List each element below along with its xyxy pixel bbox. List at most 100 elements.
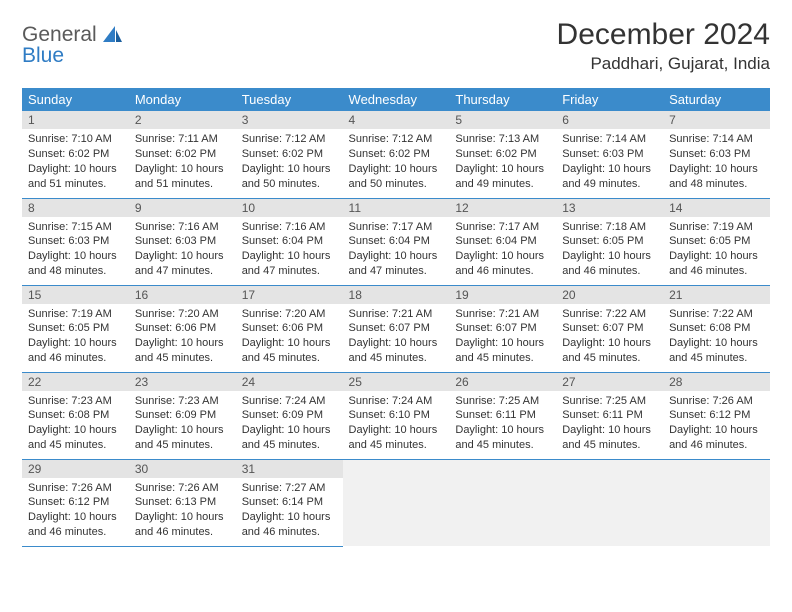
sunrise-text: Sunrise: 7:26 AM [669,394,764,409]
day-number: 13 [556,199,663,217]
sunset-text: Sunset: 6:03 PM [28,234,123,249]
daylight-text: Daylight: 10 hours and 45 minutes. [562,336,657,366]
calendar-cell: 23Sunrise: 7:23 AMSunset: 6:09 PMDayligh… [129,372,236,459]
month-title: December 2024 [557,18,770,52]
sunset-text: Sunset: 6:03 PM [135,234,230,249]
daylight-text: Daylight: 10 hours and 46 minutes. [135,510,230,540]
sunrise-text: Sunrise: 7:11 AM [135,132,230,147]
sunrise-text: Sunrise: 7:25 AM [455,394,550,409]
sunrise-text: Sunrise: 7:20 AM [135,307,230,322]
sunset-text: Sunset: 6:08 PM [669,321,764,336]
daylight-text: Daylight: 10 hours and 45 minutes. [135,336,230,366]
sunrise-text: Sunrise: 7:16 AM [242,220,337,235]
sunrise-text: Sunrise: 7:27 AM [242,481,337,496]
sunset-text: Sunset: 6:06 PM [242,321,337,336]
page-header: General Blue December 2024 Paddhari, Guj… [22,18,770,74]
sunset-text: Sunset: 6:14 PM [242,495,337,510]
day-number: 29 [22,460,129,478]
sunrise-text: Sunrise: 7:23 AM [135,394,230,409]
day-details: Sunrise: 7:18 AMSunset: 6:05 PMDaylight:… [556,217,663,284]
day-details: Sunrise: 7:16 AMSunset: 6:04 PMDaylight:… [236,217,343,284]
calendar-cell: 4Sunrise: 7:12 AMSunset: 6:02 PMDaylight… [343,111,450,198]
daylight-text: Daylight: 10 hours and 48 minutes. [669,162,764,192]
calendar-cell: 10Sunrise: 7:16 AMSunset: 6:04 PMDayligh… [236,198,343,285]
calendar-cell: 3Sunrise: 7:12 AMSunset: 6:02 PMDaylight… [236,111,343,198]
calendar-cell: 13Sunrise: 7:18 AMSunset: 6:05 PMDayligh… [556,198,663,285]
calendar-cell: 17Sunrise: 7:20 AMSunset: 6:06 PMDayligh… [236,285,343,372]
day-number: 15 [22,286,129,304]
title-block: December 2024 Paddhari, Gujarat, India [557,18,770,74]
day-details: Sunrise: 7:26 AMSunset: 6:12 PMDaylight:… [22,478,129,545]
daylight-text: Daylight: 10 hours and 45 minutes. [455,336,550,366]
day-details: Sunrise: 7:11 AMSunset: 6:02 PMDaylight:… [129,129,236,196]
daylight-text: Daylight: 10 hours and 50 minutes. [242,162,337,192]
calendar-cell: 19Sunrise: 7:21 AMSunset: 6:07 PMDayligh… [449,285,556,372]
sail-icon [101,24,125,51]
sunset-text: Sunset: 6:08 PM [28,408,123,423]
day-details: Sunrise: 7:19 AMSunset: 6:05 PMDaylight:… [663,217,770,284]
day-details: Sunrise: 7:14 AMSunset: 6:03 PMDaylight:… [663,129,770,196]
sunrise-text: Sunrise: 7:12 AM [242,132,337,147]
sunrise-text: Sunrise: 7:23 AM [28,394,123,409]
day-number: 22 [22,373,129,391]
calendar-body: 1Sunrise: 7:10 AMSunset: 6:02 PMDaylight… [22,111,770,546]
calendar-cell [663,459,770,546]
day-number: 5 [449,111,556,129]
day-number: 6 [556,111,663,129]
sunrise-text: Sunrise: 7:18 AM [562,220,657,235]
daylight-text: Daylight: 10 hours and 45 minutes. [349,336,444,366]
daylight-text: Daylight: 10 hours and 46 minutes. [28,336,123,366]
day-details: Sunrise: 7:15 AMSunset: 6:03 PMDaylight:… [22,217,129,284]
day-number: 9 [129,199,236,217]
day-number: 30 [129,460,236,478]
sunrise-text: Sunrise: 7:14 AM [562,132,657,147]
sunset-text: Sunset: 6:03 PM [562,147,657,162]
calendar-cell: 15Sunrise: 7:19 AMSunset: 6:05 PMDayligh… [22,285,129,372]
sunrise-text: Sunrise: 7:21 AM [349,307,444,322]
sunset-text: Sunset: 6:11 PM [455,408,550,423]
calendar-cell: 8Sunrise: 7:15 AMSunset: 6:03 PMDaylight… [22,198,129,285]
sunset-text: Sunset: 6:07 PM [349,321,444,336]
day-number: 21 [663,286,770,304]
day-number: 24 [236,373,343,391]
day-number: 14 [663,199,770,217]
daylight-text: Daylight: 10 hours and 46 minutes. [669,423,764,453]
daylight-text: Daylight: 10 hours and 51 minutes. [28,162,123,192]
sunrise-text: Sunrise: 7:20 AM [242,307,337,322]
calendar-cell [556,459,663,546]
sunrise-text: Sunrise: 7:17 AM [455,220,550,235]
day-number: 31 [236,460,343,478]
sunset-text: Sunset: 6:03 PM [669,147,764,162]
calendar-cell: 21Sunrise: 7:22 AMSunset: 6:08 PMDayligh… [663,285,770,372]
sunrise-text: Sunrise: 7:21 AM [455,307,550,322]
calendar-cell: 28Sunrise: 7:26 AMSunset: 6:12 PMDayligh… [663,372,770,459]
day-number: 17 [236,286,343,304]
day-details: Sunrise: 7:20 AMSunset: 6:06 PMDaylight:… [236,304,343,371]
day-details: Sunrise: 7:27 AMSunset: 6:14 PMDaylight:… [236,478,343,545]
calendar-cell: 18Sunrise: 7:21 AMSunset: 6:07 PMDayligh… [343,285,450,372]
sunset-text: Sunset: 6:05 PM [28,321,123,336]
day-details: Sunrise: 7:20 AMSunset: 6:06 PMDaylight:… [129,304,236,371]
day-number: 1 [22,111,129,129]
sunset-text: Sunset: 6:05 PM [562,234,657,249]
weekday-header: Monday [129,88,236,111]
weekday-header: Thursday [449,88,556,111]
weekday-header: Sunday [22,88,129,111]
day-number: 7 [663,111,770,129]
day-details: Sunrise: 7:12 AMSunset: 6:02 PMDaylight:… [343,129,450,196]
day-number: 28 [663,373,770,391]
daylight-text: Daylight: 10 hours and 46 minutes. [455,249,550,279]
calendar-row: 29Sunrise: 7:26 AMSunset: 6:12 PMDayligh… [22,459,770,546]
day-number: 11 [343,199,450,217]
calendar-cell: 2Sunrise: 7:11 AMSunset: 6:02 PMDaylight… [129,111,236,198]
sunrise-text: Sunrise: 7:15 AM [28,220,123,235]
calendar-cell [449,459,556,546]
daylight-text: Daylight: 10 hours and 45 minutes. [242,336,337,366]
calendar-table: Sunday Monday Tuesday Wednesday Thursday… [22,88,770,547]
day-number: 19 [449,286,556,304]
day-details: Sunrise: 7:13 AMSunset: 6:02 PMDaylight:… [449,129,556,196]
sunset-text: Sunset: 6:04 PM [242,234,337,249]
day-number: 10 [236,199,343,217]
daylight-text: Daylight: 10 hours and 47 minutes. [135,249,230,279]
daylight-text: Daylight: 10 hours and 45 minutes. [349,423,444,453]
